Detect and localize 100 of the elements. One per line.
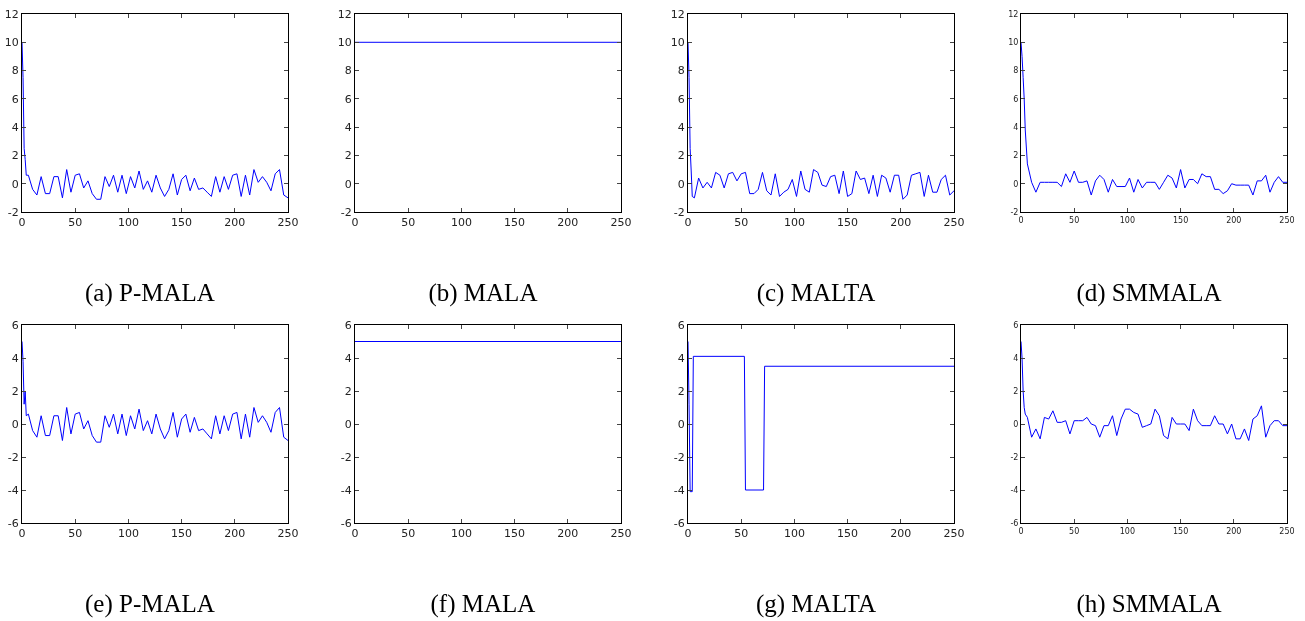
y-tick-label: 6 (344, 92, 352, 106)
text: (d) SMMALA (1076, 278, 1222, 307)
x-tick-label: 100 (783, 216, 805, 230)
x-tick-label: 200 (1226, 526, 1242, 536)
y-tick-label: 10 (670, 36, 685, 50)
y-tick-label: 0 (1013, 179, 1019, 189)
y-tick-label: -2 (673, 450, 685, 464)
y-tick-label: 6 (344, 318, 352, 332)
y-tick-label: -2 (7, 450, 19, 464)
y-tick-label: 12 (4, 7, 19, 21)
y-tick-label: 0 (344, 177, 352, 191)
y-tick-label: 2 (11, 384, 19, 398)
text: (f) MALA (430, 589, 536, 618)
x-tick-label: 50 (734, 216, 749, 230)
y-tick-label: -2 (673, 205, 685, 219)
x-tick-label: 150 (504, 216, 526, 230)
x-tick-label: 200 (224, 527, 246, 541)
y-tick-label: 2 (344, 149, 352, 163)
y-tick-label: 2 (1013, 386, 1019, 396)
x-tick-label: 150 (1172, 526, 1189, 536)
y-tick-label: 4 (1013, 353, 1019, 363)
y-tick-label: 6 (1013, 320, 1019, 330)
x-tick-label: 100 (1119, 526, 1136, 536)
x-tick-label: 250 (1279, 526, 1295, 536)
x-tick-label: 150 (837, 527, 859, 541)
y-tick-label: 4 (1013, 122, 1019, 132)
x-tick-label: 100 (783, 527, 805, 541)
x-tick-label: 100 (117, 216, 139, 230)
y-tick-label: 0 (1013, 419, 1019, 429)
text: (b) MALA (428, 278, 538, 307)
y-tick-label: -2 (1010, 207, 1019, 217)
x-tick-label: 200 (890, 527, 912, 541)
y-tick-label: -4 (7, 483, 19, 497)
x-tick-label: 50 (68, 527, 83, 541)
x-tick-label: 200 (557, 527, 579, 541)
x-tick-label: 50 (1069, 215, 1080, 225)
y-tick-label: 0 (344, 417, 352, 431)
line-series (1021, 341, 1287, 441)
y-tick-label: 2 (11, 149, 19, 163)
text: (c) MALTA (756, 278, 876, 307)
x-tick-label: 200 (1226, 215, 1242, 225)
x-tick-label: 50 (401, 216, 416, 230)
y-tick-label: 2 (677, 149, 685, 163)
y-tick-label: 6 (677, 318, 685, 332)
y-tick-label: -2 (340, 450, 352, 464)
y-tick-label: 8 (344, 64, 352, 78)
y-tick-label: 6 (1013, 94, 1019, 104)
line-series (22, 41, 288, 200)
y-tick-label: 10 (4, 36, 19, 50)
y-tick-label: 4 (344, 120, 352, 134)
y-tick-label: 4 (344, 351, 352, 365)
text: (a) P-MALA (85, 278, 215, 307)
x-tick-label: 250 (277, 527, 299, 541)
x-tick-label: 100 (450, 527, 472, 541)
y-tick-label: 6 (11, 92, 19, 106)
x-tick-label: 100 (117, 527, 139, 541)
line-series (688, 41, 954, 200)
y-tick-label: 4 (11, 351, 19, 365)
x-tick-label: 250 (277, 216, 299, 230)
y-tick-label: -4 (340, 483, 352, 497)
x-tick-label: 250 (943, 216, 965, 230)
y-tick-label: 4 (677, 351, 685, 365)
text: (h) SMMALA (1076, 589, 1222, 618)
x-tick-label: 50 (1069, 526, 1080, 536)
y-tick-label: 0 (677, 177, 685, 191)
x-tick-label: 250 (943, 527, 965, 541)
y-tick-label: -6 (340, 516, 352, 530)
y-tick-label: 8 (677, 64, 685, 78)
y-tick-label: -6 (7, 516, 19, 530)
x-tick-label: 200 (224, 216, 246, 230)
y-tick-label: 4 (11, 120, 19, 134)
text: (g) MALTA (755, 589, 876, 618)
y-tick-label: 0 (11, 417, 19, 431)
x-tick-label: 100 (450, 216, 472, 230)
y-tick-label: -4 (1010, 485, 1019, 495)
y-tick-label: 6 (677, 92, 685, 106)
x-tick-label: 250 (610, 527, 632, 541)
y-tick-label: 12 (670, 7, 685, 21)
x-tick-label: 200 (890, 216, 912, 230)
x-tick-label: 150 (171, 216, 193, 230)
x-tick-label: 150 (171, 527, 193, 541)
y-tick-label: 2 (1013, 151, 1019, 161)
y-tick-label: -4 (673, 483, 685, 497)
x-tick-label: 250 (610, 216, 632, 230)
y-tick-label: -2 (1010, 452, 1019, 462)
y-tick-label: 4 (677, 120, 685, 134)
y-tick-label: 12 (337, 7, 352, 21)
y-tick-label: -6 (673, 516, 685, 530)
y-tick-label: 2 (344, 384, 352, 398)
x-tick-label: 150 (1172, 215, 1189, 225)
y-tick-label: 0 (677, 417, 685, 431)
x-tick-label: 50 (401, 527, 416, 541)
x-tick-label: 100 (1119, 215, 1136, 225)
y-tick-label: -2 (340, 205, 352, 219)
x-tick-label: 50 (734, 527, 749, 541)
y-tick-label: 0 (11, 177, 19, 191)
x-tick-label: 250 (1279, 215, 1295, 225)
y-tick-label: 6 (11, 318, 19, 332)
line-series (22, 341, 288, 443)
y-tick-label: 8 (11, 64, 19, 78)
